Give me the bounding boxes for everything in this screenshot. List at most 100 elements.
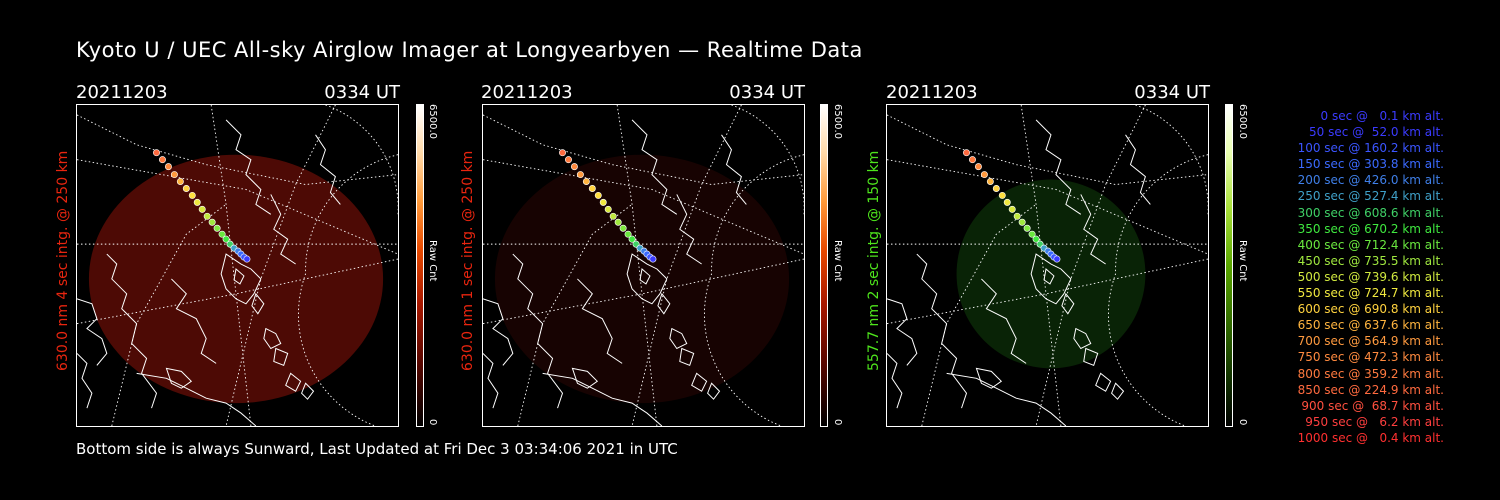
coastline bbox=[975, 367, 1003, 389]
coastline bbox=[679, 347, 695, 367]
coastline bbox=[707, 382, 721, 400]
trajectory-point bbox=[1028, 230, 1036, 238]
footer-note: Bottom side is always Sunward, Last Upda… bbox=[76, 440, 678, 458]
coastline bbox=[981, 278, 1027, 364]
coastline bbox=[639, 268, 651, 285]
colorbar-unit: Raw Cnt bbox=[832, 240, 843, 282]
legend-row: 900 sec @ 68.7 km alt. bbox=[1301, 398, 1444, 413]
trajectory-point bbox=[582, 178, 590, 186]
grid-line bbox=[225, 105, 336, 426]
trajectory-point bbox=[203, 212, 211, 220]
coastline bbox=[916, 253, 968, 409]
panel-date: 20211203 bbox=[481, 82, 573, 103]
coastline bbox=[1035, 119, 1082, 215]
coastline bbox=[542, 372, 663, 426]
trajectory-point bbox=[164, 163, 172, 171]
coastline bbox=[77, 298, 108, 366]
coastline bbox=[225, 119, 272, 215]
panel-date: 20211203 bbox=[76, 82, 168, 103]
trajectory-point bbox=[176, 178, 184, 186]
coastline bbox=[1111, 382, 1125, 400]
trajectory-point bbox=[213, 224, 221, 232]
colorbar-min: 0 bbox=[427, 419, 438, 426]
coastline bbox=[887, 298, 918, 366]
trajectory-point bbox=[980, 171, 988, 179]
colorbar-max: 6500.0 bbox=[832, 104, 843, 139]
map-svg bbox=[77, 105, 398, 426]
trajectory-point bbox=[614, 218, 622, 226]
coastline bbox=[626, 253, 668, 305]
trajectory-point bbox=[998, 191, 1006, 199]
grid-line bbox=[1135, 105, 1208, 215]
trajectory-point bbox=[1018, 218, 1026, 226]
legend-row: 650 sec @ 637.6 km alt. bbox=[1297, 318, 1444, 333]
coastline bbox=[721, 134, 747, 205]
coastline bbox=[1043, 268, 1055, 285]
trajectory-point bbox=[624, 230, 632, 238]
grid-line bbox=[483, 114, 804, 185]
trajectory-point bbox=[564, 156, 572, 164]
coastline bbox=[676, 194, 702, 265]
grid-line bbox=[111, 204, 227, 426]
trajectory-point bbox=[208, 218, 216, 226]
trajectory-point bbox=[1008, 205, 1016, 213]
colorbar-max: 6500.0 bbox=[1237, 104, 1248, 139]
coastline bbox=[1083, 347, 1099, 367]
legend-row: 100 sec @ 160.2 km alt. bbox=[1297, 141, 1444, 156]
coastline bbox=[233, 268, 245, 285]
legend-row: 200 sec @ 426.0 km alt. bbox=[1297, 173, 1444, 188]
colorbar-unit: Raw Cnt bbox=[1237, 240, 1248, 282]
coastline bbox=[483, 353, 499, 409]
coastline bbox=[1030, 253, 1072, 305]
colorbar-min: 0 bbox=[832, 419, 843, 426]
trajectory-point bbox=[158, 156, 166, 164]
coastline bbox=[1061, 292, 1075, 315]
colorbar-min: 0 bbox=[1237, 419, 1248, 426]
legend-row: 150 sec @ 303.8 km alt. bbox=[1297, 157, 1444, 172]
coastline bbox=[251, 292, 265, 315]
coastline bbox=[285, 372, 302, 392]
trajectory-point bbox=[992, 185, 1000, 192]
trajectory-point bbox=[599, 198, 607, 206]
trajectory-point bbox=[193, 198, 201, 206]
legend-row: 850 sec @ 224.9 km alt. bbox=[1297, 382, 1444, 397]
panel-side-label: 630.0 nm 1 sec intg. @ 250 km bbox=[460, 150, 476, 371]
coastline bbox=[77, 353, 93, 409]
coastline bbox=[1125, 134, 1151, 205]
trajectory-point bbox=[1053, 255, 1061, 263]
trajectory-point bbox=[594, 191, 602, 199]
trajectory-point bbox=[1003, 198, 1011, 206]
legend-row: 700 sec @ 564.9 km alt. bbox=[1297, 334, 1444, 349]
trajectory-point bbox=[619, 224, 627, 232]
trajectory-point bbox=[182, 185, 190, 192]
trajectory-point bbox=[986, 178, 994, 186]
map-svg bbox=[887, 105, 1208, 426]
trajectory-point bbox=[576, 171, 584, 179]
grid-line bbox=[1035, 105, 1146, 426]
allsky-map bbox=[886, 104, 1209, 427]
coastline bbox=[577, 278, 623, 364]
colorbar bbox=[416, 104, 424, 427]
coastline bbox=[106, 253, 158, 409]
trajectory-point bbox=[963, 149, 970, 157]
trajectory-point bbox=[170, 171, 178, 179]
trajectory-point bbox=[559, 149, 566, 157]
colorbar bbox=[1225, 104, 1233, 427]
coastline bbox=[136, 372, 257, 426]
coastline bbox=[301, 382, 315, 400]
legend-row: 350 sec @ 670.2 km alt. bbox=[1297, 221, 1444, 236]
allsky-map bbox=[482, 104, 805, 427]
coastline bbox=[1095, 372, 1112, 392]
page-title: Kyoto U / UEC All-sky Airglow Imager at … bbox=[76, 38, 863, 62]
coastline bbox=[220, 253, 262, 305]
legend-row: 400 sec @ 712.4 km alt. bbox=[1297, 237, 1444, 252]
trajectory-point bbox=[198, 205, 206, 213]
airglow-region bbox=[88, 154, 384, 404]
coastline bbox=[273, 347, 289, 367]
coastline bbox=[571, 367, 599, 389]
coastline bbox=[1073, 327, 1092, 350]
coastline bbox=[691, 372, 708, 392]
coastline bbox=[263, 327, 282, 350]
colorbar bbox=[820, 104, 828, 427]
